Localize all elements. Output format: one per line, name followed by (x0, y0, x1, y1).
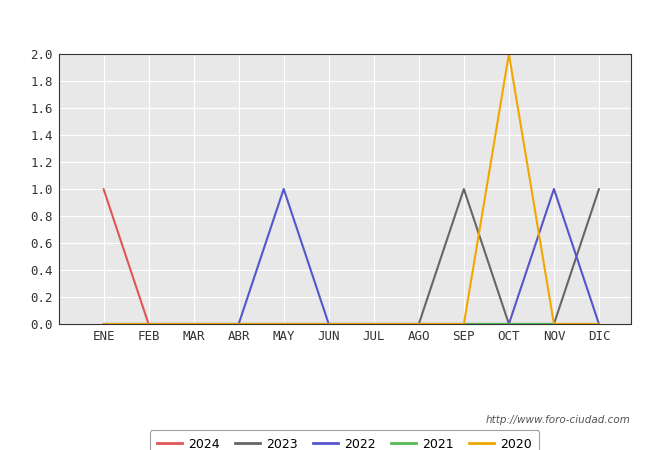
Text: http://www.foro-ciudad.com: http://www.foro-ciudad.com (486, 415, 630, 425)
Legend: 2024, 2023, 2022, 2021, 2020: 2024, 2023, 2022, 2021, 2020 (150, 430, 540, 450)
Text: Matriculaciones de Vehiculos en Cerezo de Abajo: Matriculaciones de Vehiculos en Cerezo d… (104, 16, 546, 34)
